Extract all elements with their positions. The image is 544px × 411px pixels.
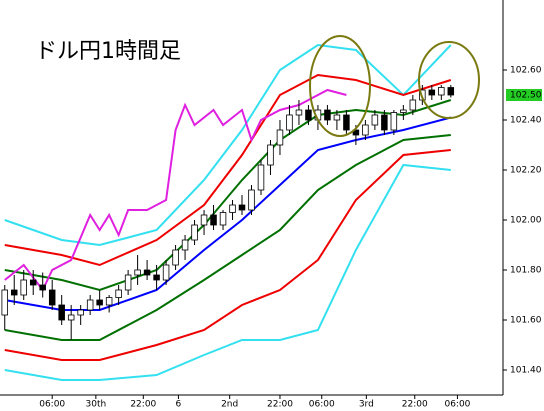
y-tick-label: 101.80 <box>510 266 542 276</box>
candle-body <box>210 214 217 226</box>
candle-body <box>248 189 255 211</box>
candle-body <box>10 289 18 296</box>
candle-body <box>286 114 293 131</box>
candle-body <box>48 289 56 306</box>
candle-body <box>162 264 170 281</box>
indicator-line <box>4 149 451 361</box>
candle-body <box>124 274 132 291</box>
x-tick-label: 06:00 <box>309 400 335 410</box>
last-price-box <box>506 89 542 101</box>
y-tick-label: 101.60 <box>510 316 542 326</box>
candle-body <box>390 112 398 131</box>
y-tick-label: 102.00 <box>510 216 542 226</box>
candle-body <box>96 299 103 306</box>
candle-body <box>400 109 407 113</box>
candle-body <box>115 289 122 298</box>
candle-body <box>257 164 265 191</box>
y-tick-label: 102.60 <box>510 66 542 76</box>
candle-body <box>428 89 436 96</box>
x-tick-label: 06:00 <box>444 400 470 410</box>
candle-body <box>229 204 236 213</box>
x-tick-label: 22:00 <box>402 400 428 410</box>
candle-body <box>352 129 360 136</box>
x-tick-label: 3rd <box>359 400 374 410</box>
highlight-ellipse <box>309 35 371 137</box>
candle-body <box>67 314 75 321</box>
candle-body <box>324 109 331 121</box>
indicator-line <box>4 43 452 247</box>
candle-body <box>143 269 151 276</box>
candle-body <box>134 269 141 276</box>
x-tick-label: 2nd <box>221 400 238 410</box>
candle-body <box>200 214 208 226</box>
last-price-label: 102.50 <box>510 91 542 101</box>
candle-body <box>191 224 198 241</box>
candle-body <box>362 124 369 136</box>
candle-body <box>86 299 94 311</box>
candle-body <box>39 284 46 291</box>
candle-body <box>333 114 341 121</box>
candle-body <box>447 87 455 96</box>
x-tick-label: 22:00 <box>267 400 293 410</box>
candle-body <box>77 309 84 316</box>
x-tick-label: 22:00 <box>130 400 156 410</box>
candle-body <box>438 87 445 96</box>
candle-body <box>29 279 37 286</box>
candle-body <box>276 129 284 146</box>
candle-body <box>20 279 27 296</box>
candle-body <box>105 297 113 306</box>
candle-body <box>219 212 227 226</box>
candle-body <box>371 114 379 126</box>
chart-title: ドル円1時間足 <box>35 39 181 64</box>
indicator-line <box>4 73 452 267</box>
highlight-ellipse <box>418 41 480 119</box>
candle-body <box>1 289 8 316</box>
candle-body <box>172 249 179 266</box>
y-tick-label: 102.40 <box>510 116 542 126</box>
candle-body <box>238 204 246 211</box>
indicator-line <box>4 88 347 292</box>
x-tick-label: 30th <box>86 400 107 410</box>
candle-body <box>295 109 303 116</box>
x-tick-label: 06:00 <box>39 400 65 410</box>
plot-area <box>1 43 455 381</box>
candle-body <box>409 99 417 111</box>
x-tick-label: 6 <box>176 400 182 410</box>
indicator-line <box>4 163 451 381</box>
candle-body <box>58 304 65 321</box>
candle-body <box>153 274 160 281</box>
indicator-line <box>4 99 452 292</box>
candle-body <box>381 114 388 131</box>
candle-body <box>267 144 274 166</box>
candle-body <box>305 109 312 121</box>
y-tick-label: 102.20 <box>510 166 542 176</box>
candle-body <box>343 114 350 131</box>
indicator-line <box>4 134 451 341</box>
y-tick-label: 101.40 <box>510 366 542 376</box>
candle-body <box>181 239 189 251</box>
